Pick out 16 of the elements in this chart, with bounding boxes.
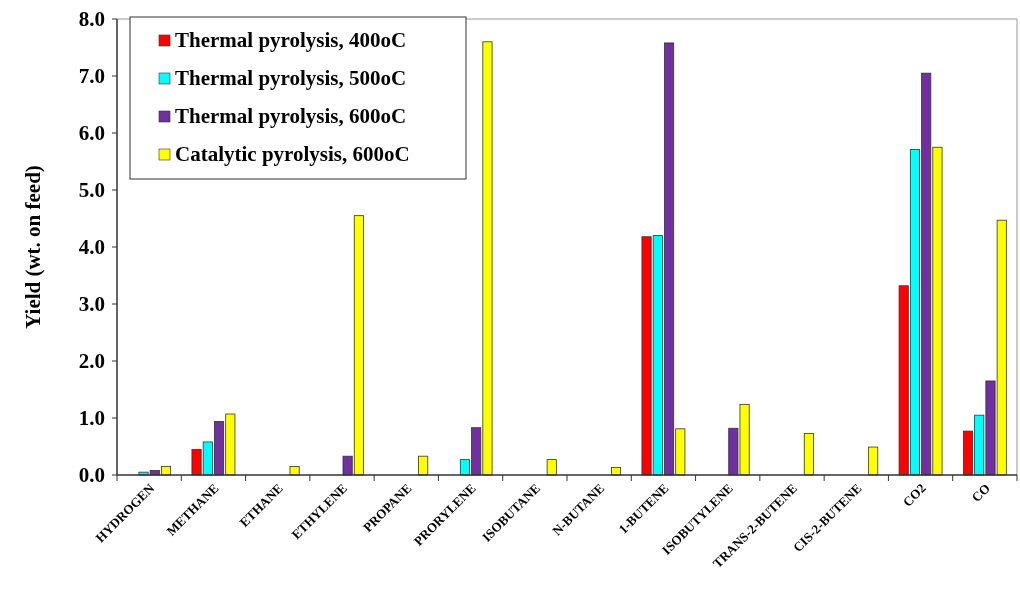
legend-label: Catalytic pyrolysis, 600oC bbox=[175, 142, 410, 166]
legend-label: Thermal pyrolysis, 600oC bbox=[175, 104, 407, 128]
legend-label: Thermal pyrolysis, 500oC bbox=[175, 66, 407, 90]
x-tick-label: CO2 bbox=[899, 480, 929, 510]
y-tick-label: 0.0 bbox=[78, 463, 105, 488]
y-tick-label: 6.0 bbox=[78, 121, 105, 146]
y-tick-label: 3.0 bbox=[78, 292, 105, 317]
y-tick-label: 2.0 bbox=[78, 349, 105, 374]
y-tick-label: 4.0 bbox=[78, 235, 105, 260]
y-axis-title: Yield (wt. on feed) bbox=[21, 165, 45, 329]
y-tick-label: 1.0 bbox=[78, 406, 105, 431]
legend-label: Thermal pyrolysis, 400oC bbox=[175, 28, 407, 52]
y-tick-label: 5.0 bbox=[78, 178, 105, 203]
x-tick-label: CO bbox=[968, 480, 993, 505]
y-tick-label: 7.0 bbox=[78, 64, 105, 89]
y-tick-label: 8.0 bbox=[78, 7, 105, 32]
